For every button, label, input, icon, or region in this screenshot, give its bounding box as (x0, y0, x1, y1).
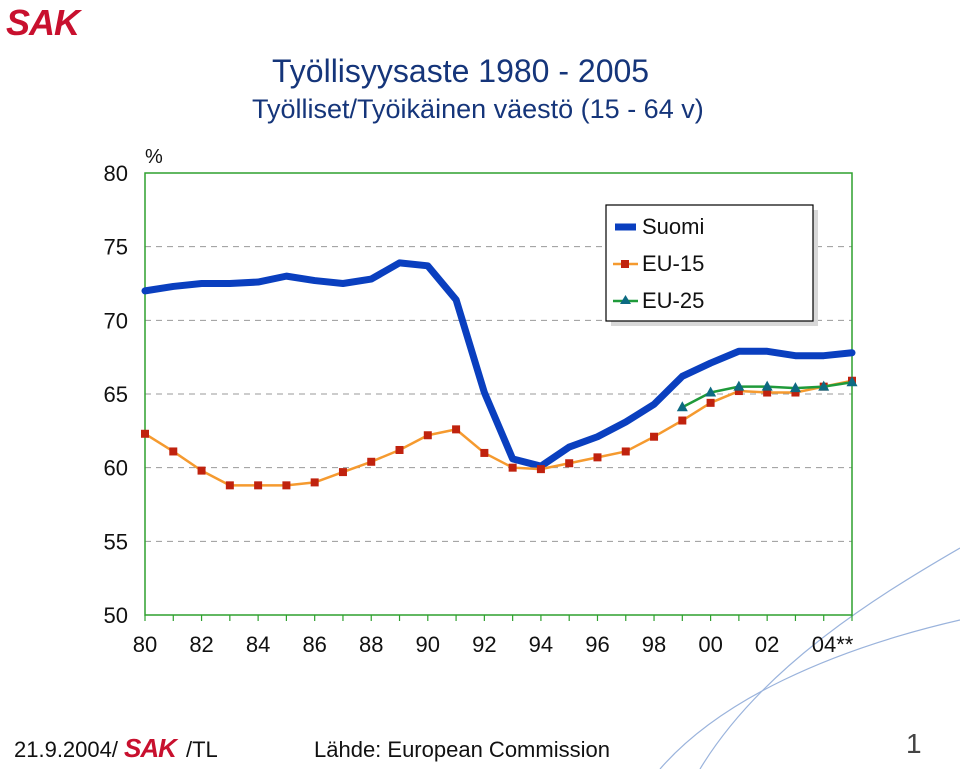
data-point-eu15 (338, 468, 347, 477)
data-point-eu15 (536, 465, 545, 474)
x-tick-label: 92 (472, 632, 496, 657)
chart-title: Työllisyysaste 1980 - 2005 (272, 53, 650, 89)
x-tick-label: 04** (812, 632, 854, 657)
data-point-eu15 (734, 387, 743, 396)
data-point-eu15 (706, 398, 715, 407)
x-tick-label: 02 (755, 632, 779, 657)
data-point-eu25 (789, 382, 801, 393)
y-tick-label: 50 (104, 603, 128, 628)
decorative-swoosh-2 (659, 619, 960, 769)
chart-subtitle: Työlliset/Työikäinen väestö (15 - 64 v) (252, 94, 704, 124)
footer-sak-logo: SAK (124, 733, 177, 763)
data-point-eu15 (197, 466, 206, 475)
footer-initials: /TL (186, 737, 218, 762)
page-number: 1 (906, 728, 922, 759)
data-point-eu15 (282, 481, 291, 490)
y-tick-label: 80 (104, 161, 128, 186)
legend-label-suomi: Suomi (642, 214, 704, 239)
data-point-eu25 (818, 380, 830, 391)
sak-logo: SAK (6, 2, 80, 43)
x-tick-label: 84 (246, 632, 270, 657)
data-point-eu15 (621, 447, 630, 456)
data-point-eu25 (846, 376, 858, 387)
plot-frame (144, 172, 853, 616)
source-note: Lähde: European Commission (314, 737, 610, 762)
data-point-eu15 (763, 388, 772, 397)
data-point-eu15 (650, 432, 659, 441)
data-point-eu15 (310, 478, 319, 487)
x-tick-label: 88 (359, 632, 383, 657)
footer-date: 21.9.2004/ (14, 737, 118, 762)
data-point-eu25 (705, 386, 717, 397)
x-tick-label: 98 (642, 632, 666, 657)
y-tick-label: 60 (104, 456, 128, 481)
legend-label-eu25: EU-25 (642, 288, 704, 313)
data-point-eu15 (225, 481, 234, 490)
data-point-eu15 (678, 416, 687, 425)
x-tick-label: 82 (189, 632, 213, 657)
x-tick-label: 94 (529, 632, 553, 657)
data-point-eu15 (141, 429, 149, 438)
x-tick-label: 96 (585, 632, 609, 657)
data-point-eu15 (254, 481, 263, 490)
data-point-eu15 (423, 431, 432, 440)
data-point-eu15 (565, 459, 574, 468)
legend-marker-eu15 (621, 260, 629, 268)
data-point-eu15 (169, 447, 178, 456)
data-point-eu15 (791, 388, 800, 397)
data-point-eu25 (676, 401, 688, 412)
legend: Suomi EU-15 EU-25 (605, 204, 818, 326)
y-tick-label: 75 (104, 235, 128, 260)
data-point-eu15 (508, 463, 517, 472)
decorative-swoosh-1 (699, 547, 960, 769)
data-point-eu25 (733, 380, 745, 391)
x-tick-label: 90 (416, 632, 440, 657)
data-point-eu15 (593, 453, 602, 462)
series-line-eu15 (143, 379, 854, 487)
series-line-suomi (141, 259, 856, 470)
y-tick-label: 70 (104, 308, 128, 333)
legend-marker-eu25 (620, 295, 631, 304)
data-point-eu15 (395, 445, 404, 454)
data-point-eu25 (761, 380, 773, 391)
data-point-eu15 (452, 425, 461, 434)
data-point-eu15 (480, 448, 489, 457)
y-tick-label: 55 (104, 529, 128, 554)
x-tick-label: 00 (698, 632, 722, 657)
legend-label-eu15: EU-15 (642, 251, 704, 276)
x-tick-label: 80 (133, 632, 157, 657)
y-axis-unit: % (145, 146, 163, 168)
y-tick-label: 65 (104, 382, 128, 407)
x-tick-label: 86 (302, 632, 326, 657)
data-point-eu15 (367, 457, 376, 466)
